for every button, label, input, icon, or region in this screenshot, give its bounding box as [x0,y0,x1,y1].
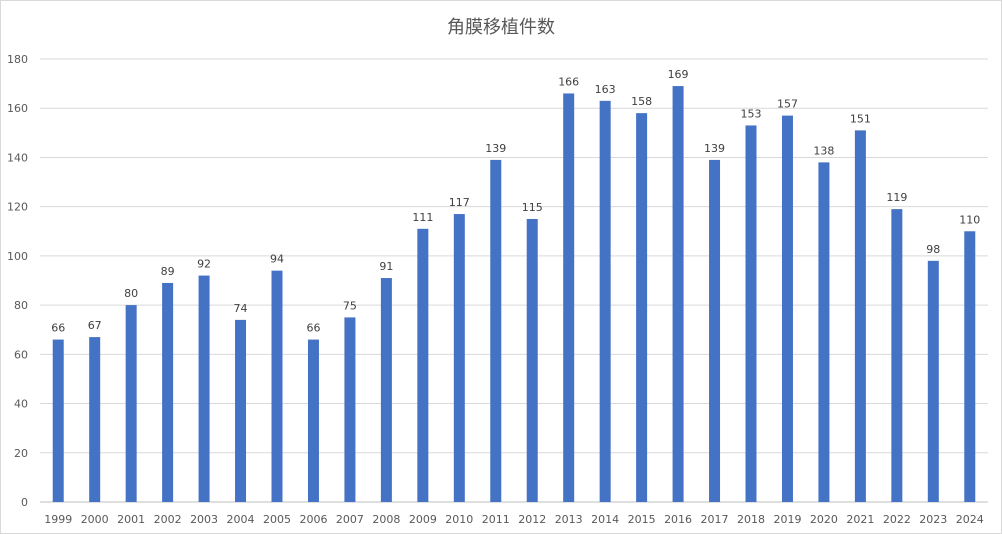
data-label: 117 [449,196,470,209]
x-tick-label: 2007 [336,513,364,526]
bar [453,214,465,503]
data-label: 66 [306,322,320,335]
x-tick-label: 2005 [263,513,291,526]
data-label: 158 [631,95,652,108]
data-label: 166 [558,75,579,88]
x-tick-label: 2003 [190,513,218,526]
bar [964,231,976,502]
x-tick-label: 2022 [883,513,911,526]
x-tick-label: 2004 [227,513,255,526]
x-tick-label: 2000 [81,513,109,526]
x-tick-label: 2024 [956,513,984,526]
data-label: 75 [343,299,357,312]
bar [89,337,101,502]
y-tick-label: 100 [7,250,28,263]
data-label: 80 [124,287,138,300]
data-label: 151 [850,112,871,125]
data-label: 157 [777,98,798,111]
data-label: 66 [51,322,65,335]
x-tick-label: 2012 [518,513,546,526]
x-tick-label: 2021 [846,513,874,526]
x-tick-label: 2017 [701,513,729,526]
data-label: 139 [485,142,506,155]
y-tick-label: 60 [14,348,28,361]
bar [417,228,429,503]
x-tick-label: 2016 [664,513,692,526]
bar [307,339,319,502]
data-label: 67 [88,319,102,332]
x-tick-label: 2018 [737,513,765,526]
x-tick-label: 2020 [810,513,838,526]
x-tick-label: 2019 [773,513,801,526]
bar [52,339,64,502]
bar [563,93,575,502]
y-axis-tick-labels: 0 20 40 60 80 100 120 140 160 180 [7,53,28,509]
bar [818,162,830,502]
x-tick-label: 2001 [117,513,145,526]
data-label: 119 [886,191,907,204]
data-label: 92 [197,258,211,271]
data-label: 94 [270,253,284,266]
y-tick-label: 120 [7,201,28,214]
chart-title: 角膜移植件数 [447,17,555,38]
bar [599,100,611,502]
y-tick-label: 140 [7,151,28,164]
x-tick-label: 2008 [372,513,400,526]
x-tick-label: 2013 [555,513,583,526]
bar [891,209,903,502]
bar [344,317,356,502]
data-label: 98 [926,243,940,256]
x-tick-label: 2010 [445,513,473,526]
bar [781,115,793,502]
y-tick-label: 20 [14,447,28,460]
y-tick-label: 0 [21,496,28,509]
y-tick-label: 180 [7,53,28,66]
bar [235,319,247,502]
bar [927,260,939,502]
data-labels: 66 67 80 89 92 74 94 66 75 91 111 117 139 115 166 163 15… [51,68,980,334]
bar [380,278,392,502]
x-tick-label: 2011 [482,513,510,526]
y-tick-label: 40 [14,398,28,411]
bar [709,159,721,502]
y-tick-label: 160 [7,102,28,115]
data-label: 110 [959,213,980,226]
bar [271,270,283,502]
data-label: 169 [668,68,689,81]
data-label: 111 [412,211,433,224]
gridlines [40,58,988,503]
bar [198,275,210,502]
data-label: 139 [704,142,725,155]
x-tick-label: 1999 [44,513,72,526]
bar [490,159,502,502]
x-axis-tick-labels: 1999 2000 2001 2002 2003 2004 2005 2006 2007 2008… [44,513,984,526]
bar [162,282,174,502]
data-label: 153 [741,107,762,120]
bar [745,125,757,502]
bar [854,130,866,502]
data-label: 74 [234,302,248,315]
bar [526,218,538,502]
x-tick-label: 2002 [154,513,182,526]
x-tick-label: 2014 [591,513,619,526]
x-tick-label: 2023 [919,513,947,526]
bar [636,113,648,503]
bar [125,305,137,502]
data-label: 138 [813,144,834,157]
x-tick-label: 2006 [299,513,327,526]
bar [672,86,684,503]
data-label: 91 [379,260,393,273]
x-tick-label: 2015 [628,513,656,526]
data-label: 89 [161,265,175,278]
y-tick-label: 80 [14,299,28,312]
x-tick-label: 2009 [409,513,437,526]
data-label: 163 [595,83,616,96]
data-label: 115 [522,201,543,214]
bars [52,86,976,503]
